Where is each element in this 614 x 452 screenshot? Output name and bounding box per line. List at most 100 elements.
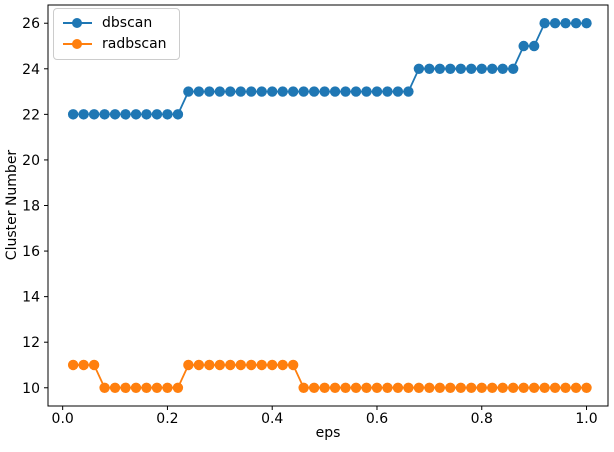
radbscan-marker xyxy=(570,382,582,393)
radbscan-line-marker-icon xyxy=(63,38,92,50)
dbscan-marker xyxy=(340,86,351,97)
radbscan-marker xyxy=(549,382,561,393)
dbscan-marker xyxy=(581,18,592,29)
dbscan-marker xyxy=(298,86,309,97)
dbscan-marker xyxy=(193,86,205,97)
radbscan-marker xyxy=(466,382,477,393)
dbscan-marker xyxy=(277,86,288,97)
x-tick-label: 0.0 xyxy=(52,411,74,427)
dbscan-marker xyxy=(172,109,184,120)
dbscan-marker xyxy=(99,109,110,120)
radbscan-marker xyxy=(319,382,330,393)
dbscan-marker xyxy=(287,86,299,97)
dbscan-line-marker-icon xyxy=(63,17,92,29)
dbscan-marker xyxy=(466,63,477,74)
radbscan-marker xyxy=(487,382,498,393)
y-tick-label: 10 xyxy=(22,381,40,397)
dbscan-marker xyxy=(235,86,246,97)
radbscan-marker xyxy=(497,382,508,393)
dbscan-marker xyxy=(434,63,446,74)
y-tick-label: 16 xyxy=(22,244,40,260)
radbscan-marker xyxy=(392,382,404,393)
radbscan-marker xyxy=(329,382,341,393)
radbscan-marker xyxy=(214,359,226,371)
radbscan-marker xyxy=(193,359,205,371)
dbscan-marker xyxy=(350,86,362,97)
dbscan-marker xyxy=(371,86,383,97)
dbscan-marker xyxy=(246,86,257,97)
radbscan-marker xyxy=(413,382,425,393)
radbscan-marker xyxy=(277,359,288,371)
radbscan-marker xyxy=(172,382,184,393)
dbscan-marker xyxy=(329,86,341,97)
radbscan-marker xyxy=(560,382,571,393)
radbscan-marker xyxy=(162,382,173,393)
dbscan-marker xyxy=(560,18,571,29)
radbscan-marker xyxy=(455,382,466,393)
radbscan-marker xyxy=(99,382,110,393)
x-tick-label: 1.0 xyxy=(575,411,597,427)
radbscan-marker xyxy=(340,382,351,393)
dbscan-marker xyxy=(319,86,330,97)
dbscan-marker xyxy=(67,109,79,120)
dbscan-marker xyxy=(308,86,320,97)
radbscan-marker xyxy=(88,359,100,371)
y-tick-label: 24 xyxy=(22,62,40,78)
radbscan-marker xyxy=(78,359,89,371)
radbscan-marker xyxy=(298,382,309,393)
dbscan-marker xyxy=(476,63,487,74)
radbscan-marker xyxy=(246,359,257,371)
dbscan-marker xyxy=(539,18,550,29)
dbscan-marker xyxy=(109,109,121,120)
radbscan-marker xyxy=(528,382,540,393)
x-tick-label: 0.8 xyxy=(471,411,493,427)
y-tick-label: 12 xyxy=(22,335,40,351)
radbscan-marker xyxy=(225,359,236,371)
y-tick-label: 18 xyxy=(22,199,40,215)
radbscan-marker xyxy=(539,382,550,393)
x-tick-label: 0.6 xyxy=(366,411,388,427)
dbscan-marker xyxy=(445,63,456,74)
radbscan-marker xyxy=(361,382,372,393)
dbscan-marker xyxy=(392,86,404,97)
dbscan-marker xyxy=(570,18,582,29)
radbscan-marker xyxy=(476,382,487,393)
legend-label-dbscan: dbscan xyxy=(102,15,153,31)
y-axis-label: Cluster Number xyxy=(4,149,20,261)
dbscan-marker xyxy=(256,86,267,97)
x-axis-label: eps xyxy=(315,425,341,441)
dbscan-marker xyxy=(78,109,89,120)
dbscan-marker xyxy=(497,63,508,74)
dbscan-marker xyxy=(518,40,529,52)
radbscan-marker xyxy=(308,382,320,393)
radbscan-marker xyxy=(581,382,592,393)
radbscan-marker xyxy=(445,382,456,393)
radbscan-legend-dot-icon xyxy=(72,39,82,49)
radbscan-marker xyxy=(183,359,194,371)
dbscan-marker xyxy=(267,86,278,97)
dbscan-marker xyxy=(141,109,152,120)
axes-frame xyxy=(47,4,609,407)
radbscan-marker xyxy=(518,382,529,393)
dbscan-marker xyxy=(382,86,393,97)
dbscan-marker xyxy=(413,63,425,74)
dbscan-marker xyxy=(361,86,372,97)
dbscan-marker xyxy=(130,109,142,120)
radbscan-marker xyxy=(371,382,383,393)
dbscan-marker xyxy=(214,86,226,97)
legend-item-radbscan: radbscan xyxy=(63,35,170,53)
dbscan-marker xyxy=(403,86,414,97)
dbscan-marker xyxy=(487,63,498,74)
y-tick-label: 22 xyxy=(22,107,40,123)
dbscan-marker xyxy=(549,18,561,29)
dbscan-marker xyxy=(162,109,173,120)
radbscan-marker xyxy=(350,382,362,393)
dbscan-marker xyxy=(204,86,215,97)
y-tick-label: 26 xyxy=(22,16,40,32)
dbscan-marker xyxy=(120,109,131,120)
radbscan-marker xyxy=(403,382,414,393)
y-tick-label: 14 xyxy=(22,290,40,306)
dbscan-marker xyxy=(528,40,540,52)
radbscan-marker xyxy=(130,382,142,393)
radbscan-marker xyxy=(256,359,267,371)
